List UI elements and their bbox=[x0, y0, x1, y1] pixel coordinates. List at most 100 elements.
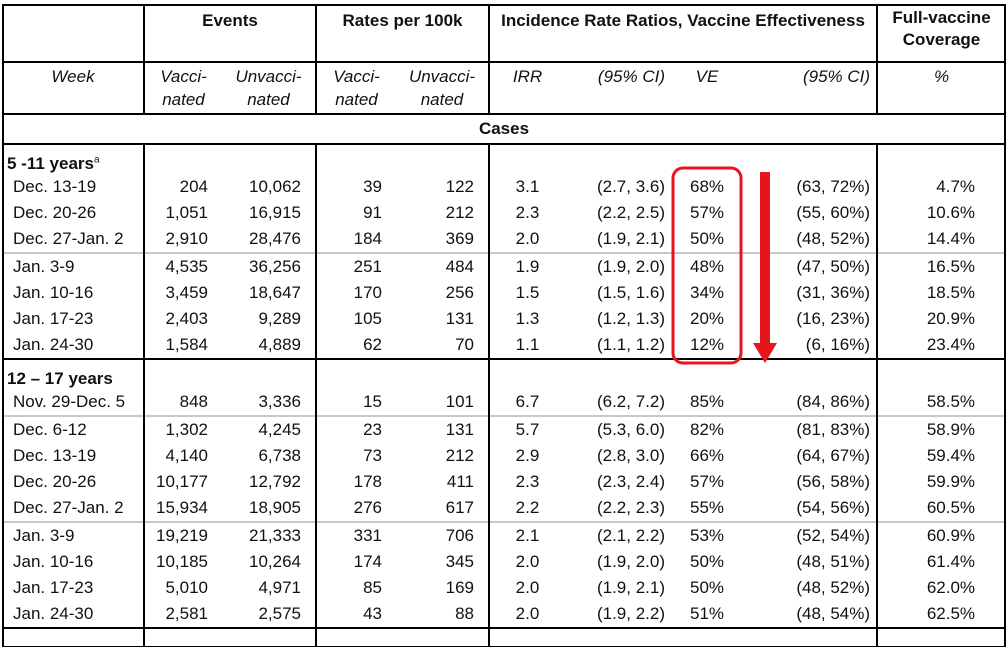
bottom-filler-cell bbox=[222, 627, 316, 647]
events-unvaccinated-cell: 10,264 bbox=[249, 552, 301, 571]
events-unvaccinated-cell: 6,738 bbox=[258, 446, 301, 465]
ve-cell: 50% bbox=[689, 229, 725, 248]
rate-vaccinated-cell: 276 bbox=[315, 495, 396, 522]
rate-vaccinated-cell: 105 bbox=[315, 306, 396, 332]
rates-unvaccinated-subheader: Unvacci-nated bbox=[396, 62, 489, 115]
ve-ci-cell: (84, 86%) bbox=[796, 392, 871, 411]
ve-ci-cell: (52, 54%) bbox=[737, 521, 878, 549]
ve-ci-subheader: (95% CI) bbox=[737, 62, 878, 115]
week-cell: Dec. 6-12 bbox=[3, 415, 144, 443]
table-row: Dec. 27-Jan. 2 15,934 18,905 276 617 2.2 (2.2,… bbox=[3, 495, 1006, 522]
ve-ci-cell: (48, 52%) bbox=[796, 578, 871, 597]
week-subheader: Week bbox=[3, 62, 144, 115]
events-unvaccinated-cell: 9,289 bbox=[258, 309, 301, 328]
week-cell: Dec. 13-19 bbox=[13, 446, 97, 465]
irr-ci-cell: (2.2, 2.5) bbox=[596, 203, 665, 222]
events-unvaccinated-cell: 12,792 bbox=[249, 472, 301, 491]
events-vaccinated-cell: 2,581 bbox=[143, 601, 222, 628]
events-vaccinated-cell: 3,459 bbox=[143, 280, 222, 306]
group-filler-cell bbox=[488, 358, 565, 389]
group-header-row: 12 – 17 years bbox=[3, 358, 1006, 389]
group-filler-cell bbox=[677, 144, 737, 174]
subheader-vacc-line2: nated bbox=[335, 90, 378, 109]
irr-ci-cell: (6.2, 7.2) bbox=[596, 392, 665, 411]
irr-ci-cell: (1.9, 2.0) bbox=[565, 252, 677, 280]
events-vaccinated-cell: 10,177 bbox=[143, 469, 222, 495]
irr-ci-cell: (2.7, 3.6) bbox=[596, 177, 665, 196]
coverage-cell: 20.9% bbox=[876, 306, 1006, 332]
ve-cell: 50% bbox=[689, 578, 725, 597]
group-filler-cell bbox=[488, 144, 565, 174]
irr-cell: 2.0 bbox=[488, 601, 565, 628]
coverage-header-line2: Coverage bbox=[902, 30, 981, 49]
table-row: Nov. 29-Dec. 5 848 3,336 15 101 6.7 (6.2, 7.2)… bbox=[3, 389, 1006, 416]
bottom-filler-cell bbox=[3, 627, 144, 647]
ve-ci-cell: (64, 67%) bbox=[796, 446, 871, 465]
subheader-unvacc-line2: nated bbox=[420, 90, 464, 109]
irr-cell: 5.7 bbox=[488, 415, 565, 443]
irr-ci-cell: (2.2, 2.3) bbox=[596, 498, 665, 517]
events-unvaccinated-cell: 18,905 bbox=[249, 498, 301, 517]
week-cell: Jan. 10-16 bbox=[13, 283, 94, 302]
table-row: Dec. 20-26 1,051 16,915 91 212 2.3 (2.2, 2.5) 5… bbox=[3, 200, 1006, 226]
events-unvaccinated-cell: 4,971 bbox=[258, 578, 301, 597]
irr-cell: 2.0 bbox=[488, 575, 565, 601]
table-row: Jan. 17-23 2,403 9,289 105 131 1.3 (1.2, 1.3) 2… bbox=[3, 306, 1006, 332]
coverage-header: Full-vaccine Coverage bbox=[876, 5, 1006, 63]
ve-ci-cell: (63, 72%) bbox=[796, 177, 871, 196]
group-label: 5 -11 yearsa bbox=[3, 144, 144, 174]
bottom-filler-cell bbox=[677, 627, 737, 647]
rate-vaccinated-cell: 178 bbox=[315, 469, 396, 495]
group-filler-cell bbox=[143, 358, 222, 389]
rate-vaccinated-cell: 91 bbox=[315, 200, 396, 226]
ve-ci-cell: (48, 52%) bbox=[796, 229, 871, 248]
irr-ci-cell: (1.1, 1.2) bbox=[596, 335, 665, 354]
table-row: Jan. 3-9 4,535 36,256 251 484 1.9 (1.9, 2.0) 48… bbox=[3, 252, 1006, 280]
irr-ci-cell: (1.5, 1.6) bbox=[596, 283, 665, 302]
group-filler-cell bbox=[222, 358, 316, 389]
events-vaccinated-cell: 4,535 bbox=[143, 252, 222, 280]
group-filler-cell bbox=[876, 358, 1006, 389]
irr-cell: 2.9 bbox=[488, 443, 565, 469]
irr-cell: 1.5 bbox=[488, 280, 565, 306]
subheader-vacc-line2: nated bbox=[162, 90, 205, 109]
table-body: 5 -11 yearsa Dec. 13-19 204 10,062 39 122 3.1 (… bbox=[3, 144, 1006, 647]
irr-cell: 2.3 bbox=[488, 200, 565, 226]
week-cell: Dec. 20-26 bbox=[13, 472, 97, 491]
rate-vaccinated-cell: 85 bbox=[315, 575, 396, 601]
rate-unvaccinated-cell: 411 bbox=[446, 472, 474, 491]
ve-cell: 20% bbox=[689, 309, 725, 328]
coverage-cell: 14.4% bbox=[876, 226, 1006, 253]
ve-ci-cell: (55, 60%) bbox=[796, 203, 871, 222]
table-row: Jan. 10-16 10,185 10,264 174 345 2.0 (1.9, 2.0… bbox=[3, 549, 1006, 575]
irr-cell: 2.3 bbox=[488, 469, 565, 495]
rate-vaccinated-cell: 23 bbox=[315, 415, 396, 443]
group-label: 12 – 17 years bbox=[3, 358, 144, 389]
events-vaccinated-cell: 1,584 bbox=[143, 332, 222, 359]
subheader-unvacc-line2: nated bbox=[247, 90, 290, 109]
week-cell: Nov. 29-Dec. 5 bbox=[13, 392, 126, 411]
ve-cell: 51% bbox=[689, 604, 725, 623]
irr-ci-cell: (1.9, 2.2) bbox=[596, 604, 665, 623]
irr-ci-subheader: (95% CI) bbox=[565, 62, 677, 115]
table-row: Jan. 3-9 19,219 21,333 331 706 2.1 (2.1, 2.2) 5… bbox=[3, 521, 1006, 549]
events-unvaccinated-cell: 2,575 bbox=[258, 604, 301, 623]
rate-unvaccinated-cell: 131 bbox=[396, 415, 489, 443]
ve-ci-cell: (56, 58%) bbox=[796, 472, 871, 491]
coverage-cell: 16.5% bbox=[876, 252, 1006, 280]
rate-vaccinated-cell: 43 bbox=[315, 601, 396, 628]
rate-vaccinated-cell: 174 bbox=[315, 549, 396, 575]
events-vaccinated-cell: 1,051 bbox=[143, 200, 222, 226]
coverage-cell: 59.9% bbox=[876, 469, 1006, 495]
rate-unvaccinated-cell: 101 bbox=[445, 392, 474, 411]
ve-cell: 66% bbox=[689, 446, 725, 465]
rate-unvaccinated-cell: 212 bbox=[445, 446, 474, 465]
events-unvaccinated-cell: 28,476 bbox=[249, 229, 301, 248]
ve-subheader: VE bbox=[677, 62, 737, 115]
irr-ci-cell: (1.9, 2.1) bbox=[596, 229, 665, 248]
coverage-cell: 60.9% bbox=[876, 521, 1006, 549]
rate-unvaccinated-cell: 706 bbox=[396, 521, 489, 549]
section-cases: Cases bbox=[3, 114, 1006, 145]
rate-unvaccinated-cell: 256 bbox=[445, 283, 474, 302]
coverage-cell: 18.5% bbox=[876, 280, 1006, 306]
